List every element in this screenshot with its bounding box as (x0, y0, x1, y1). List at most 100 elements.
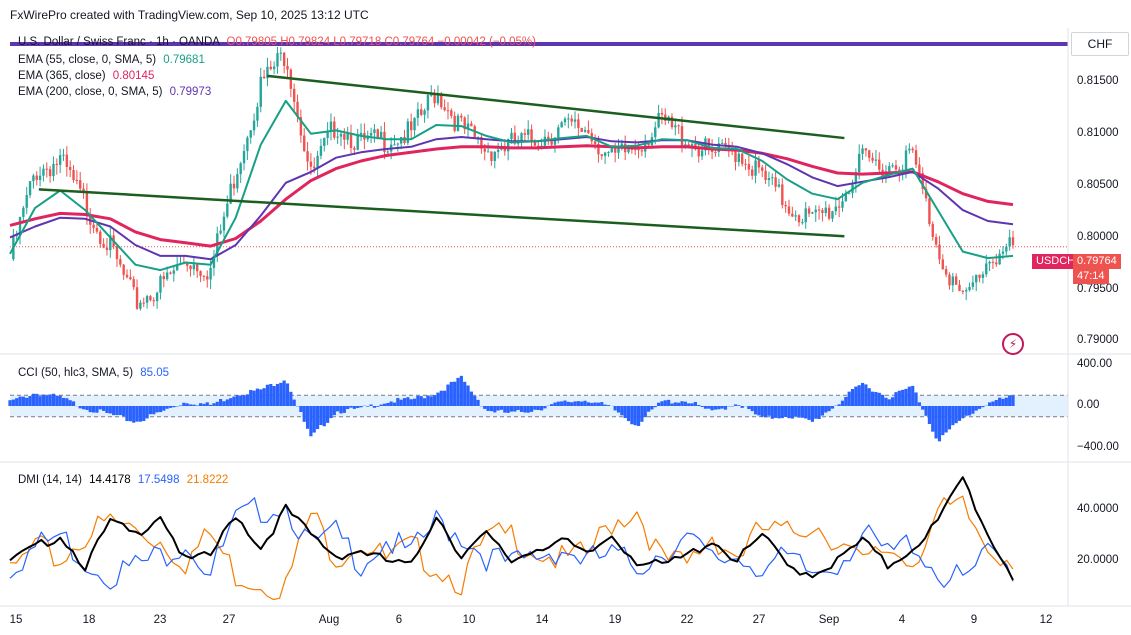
cci-bar (857, 385, 861, 406)
cci-bar (28, 396, 32, 406)
cci-bar (894, 392, 898, 406)
candle-body (356, 135, 359, 150)
candle-body (416, 109, 420, 118)
cci-bar (884, 397, 888, 406)
cci-bar (319, 406, 323, 426)
candle-body (185, 263, 189, 266)
candle-body (971, 282, 975, 287)
candle-body (851, 183, 854, 194)
cci-bar (436, 392, 440, 406)
cci-bar (526, 406, 530, 413)
candle-body (339, 133, 343, 137)
cci-bar (409, 399, 413, 406)
cci-bar (954, 406, 958, 424)
dmi-legend[interactable]: DMI (14, 14) 14.4178 17.5498 21.8222 (18, 474, 228, 486)
cci-bar (1001, 398, 1005, 406)
cci-bar (693, 401, 697, 406)
cci-bar (563, 400, 567, 406)
cci-bar (606, 405, 611, 406)
candle-body (446, 110, 450, 112)
candle-body (720, 142, 724, 144)
symbol-legend[interactable]: U.S. Dollar / Swiss Franc · 1h · OANDA O… (18, 36, 536, 48)
ema55-legend[interactable]: EMA (55, close, 0, SMA, 5) 0.79681 (18, 54, 205, 66)
candle-body (570, 118, 573, 122)
time-tick: 27 (752, 614, 766, 626)
cci-bar (626, 406, 631, 422)
cci-bar (8, 400, 12, 406)
price-tick: 0.80500 (1077, 179, 1119, 191)
candle-body (563, 118, 567, 123)
cci-bar (663, 400, 667, 406)
candle-body (115, 246, 119, 260)
lightning-icon[interactable]: ⚡ (1002, 333, 1024, 355)
candle-body (817, 209, 821, 211)
candle-body (102, 243, 105, 248)
cci-bar (667, 399, 671, 406)
candle-body (75, 180, 79, 182)
candle-body (954, 276, 958, 285)
cci-bar (476, 399, 480, 406)
cci-bar (215, 401, 219, 406)
candle-body (346, 133, 349, 140)
cci-bar (138, 406, 142, 422)
cci-bar (81, 406, 86, 410)
price-pane (9, 42, 1068, 311)
candle-body (252, 120, 256, 131)
cci-legend[interactable]: CCI (50, hlc3, SMA, 5) 85.05 (18, 367, 169, 379)
cci-bar (195, 405, 199, 406)
cci-bar (987, 402, 992, 406)
cci-bar (336, 406, 340, 412)
ema365-legend[interactable]: EMA (365, close) 0.80145 (18, 70, 154, 82)
candle-body (1005, 246, 1008, 252)
candle-body (359, 132, 363, 136)
cci-bar (660, 401, 664, 406)
candle-body (660, 112, 664, 115)
candle-body (657, 112, 660, 128)
candle-body (456, 115, 460, 131)
currency-button[interactable]: CHF (1071, 32, 1129, 56)
candle-body (58, 155, 62, 165)
cci-bar (981, 406, 985, 408)
ema365-line (9, 144, 1014, 248)
cci-bar (837, 404, 841, 406)
candle-body (754, 160, 757, 176)
cci-bar (25, 397, 29, 406)
cci-bar (245, 394, 249, 406)
candle-body (938, 244, 941, 260)
cci-bar (539, 406, 544, 411)
cci-bar (376, 406, 380, 407)
cci-bar (643, 406, 647, 418)
ema200-line (9, 136, 1014, 261)
candle-body (797, 215, 801, 223)
candle-body (503, 147, 507, 152)
dmi-pane (9, 476, 1014, 601)
cci-bar (292, 399, 296, 406)
cci-pane (8, 375, 1068, 442)
cci-bar (332, 406, 336, 416)
cci-bar (623, 406, 627, 419)
cci-bar (225, 399, 229, 406)
cci-bar (613, 406, 617, 411)
cci-bar (489, 406, 494, 412)
cci-bar (282, 380, 286, 406)
ema200-label: EMA (200, close, 0, SMA, 5) (18, 86, 163, 98)
cci-bar (135, 406, 139, 422)
candle-body (276, 53, 279, 67)
price-tick: 0.79500 (1077, 283, 1119, 295)
ema200-legend[interactable]: EMA (200, close, 0, SMA, 5) 0.79973 (18, 86, 211, 98)
candle-body (323, 138, 326, 146)
candle-body (470, 123, 473, 127)
cci-bar (566, 401, 570, 406)
cci-bar (419, 396, 423, 406)
candle-body (165, 272, 169, 280)
time-tick: 22 (680, 614, 694, 626)
cci-bar (907, 386, 911, 406)
time-tick: Sep (818, 614, 840, 626)
candle-body (670, 116, 674, 128)
cci-bar (108, 406, 112, 414)
cci-bar (219, 399, 223, 406)
cci-bar (105, 406, 109, 413)
cci-bar (593, 402, 597, 406)
cci-bar (503, 406, 507, 413)
